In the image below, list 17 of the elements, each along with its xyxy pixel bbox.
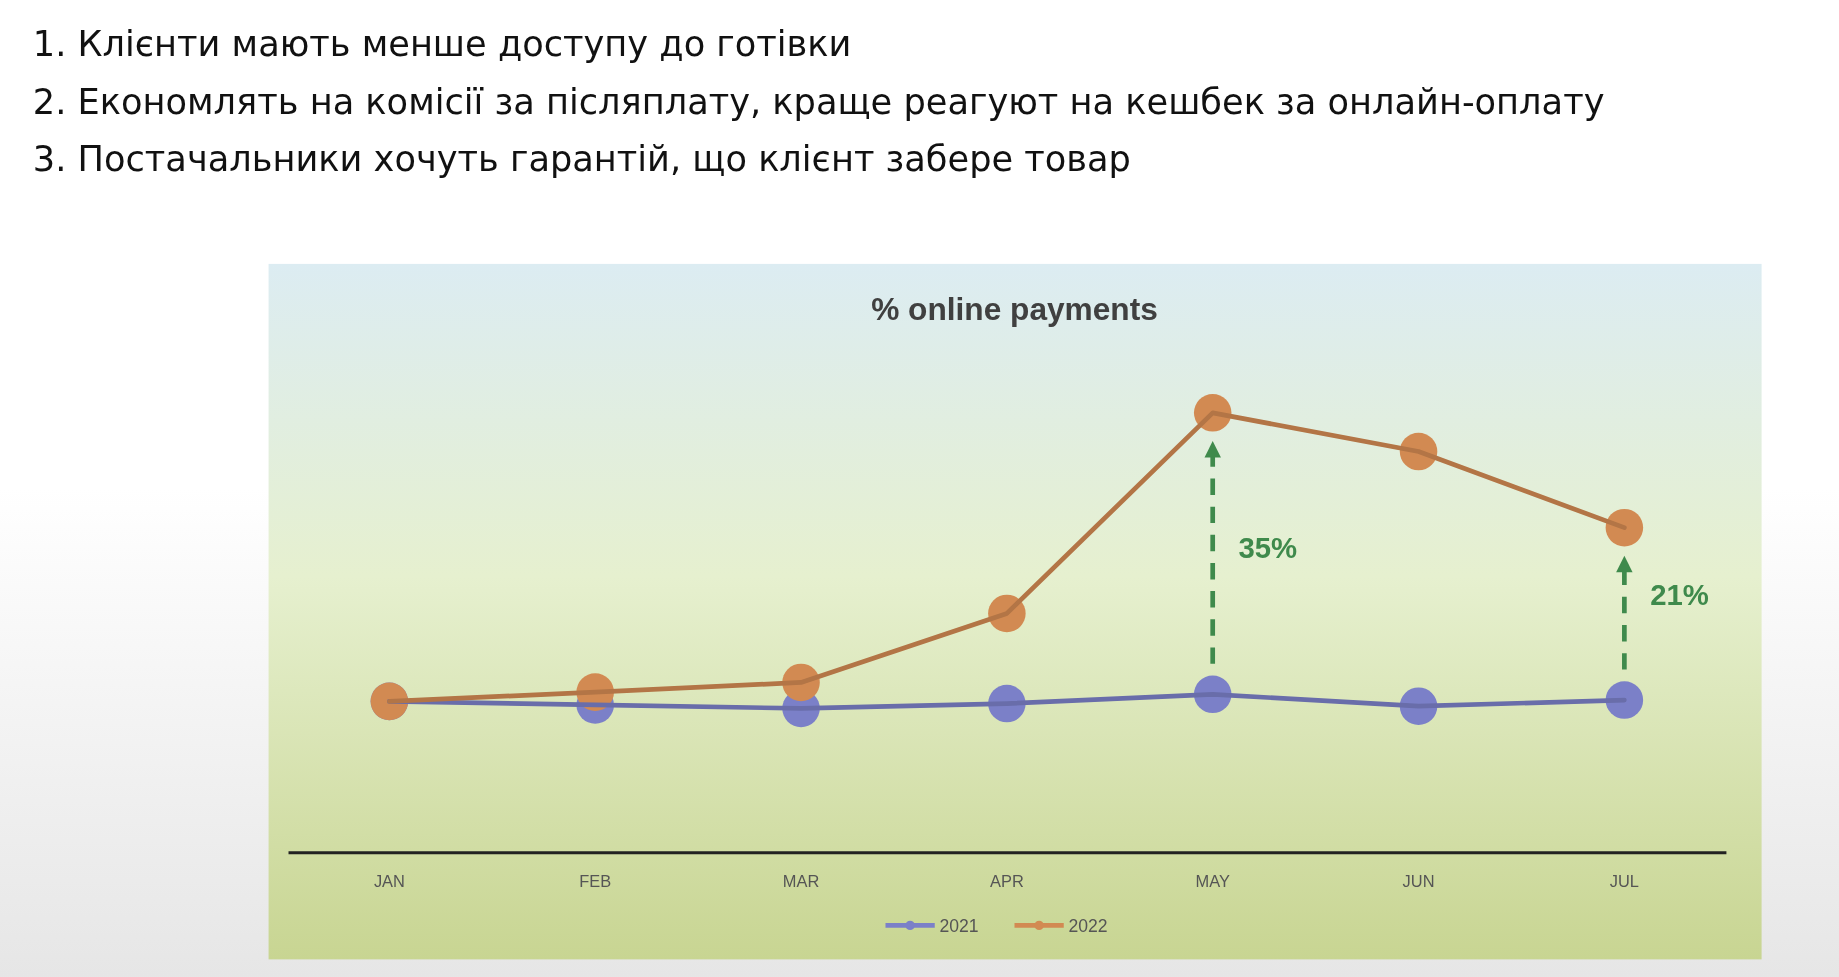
x-tick-label: JUN bbox=[1402, 871, 1435, 890]
point bbox=[1605, 681, 1644, 719]
x-tick-label: MAR bbox=[782, 871, 820, 890]
x-tick-label: JUL bbox=[1609, 871, 1639, 890]
x-tick-label: APR bbox=[990, 871, 1024, 890]
x-tick-label: MAY bbox=[1195, 871, 1230, 890]
annotation: 21% bbox=[1650, 578, 1709, 612]
x-tick-label: FEB bbox=[579, 871, 612, 890]
text: 3. Постачальники хочуть гарантій, що клієнт забере товар bbox=[32, 138, 1131, 180]
chart-title: % online payments bbox=[871, 291, 1158, 328]
annotation: 35% bbox=[1238, 531, 1298, 565]
x-tick-label: JAN bbox=[373, 871, 405, 890]
legend-label: 2022 bbox=[1068, 916, 1108, 937]
text: 1. Клієнти мають менше доступу до готівки bbox=[32, 23, 852, 65]
text: 2. Економлять на комісії за післяплату, краще реагуют на кешбек за онлайн-оплату bbox=[32, 80, 1605, 122]
legend-label: 2021 bbox=[939, 916, 979, 937]
point bbox=[1605, 508, 1644, 547]
